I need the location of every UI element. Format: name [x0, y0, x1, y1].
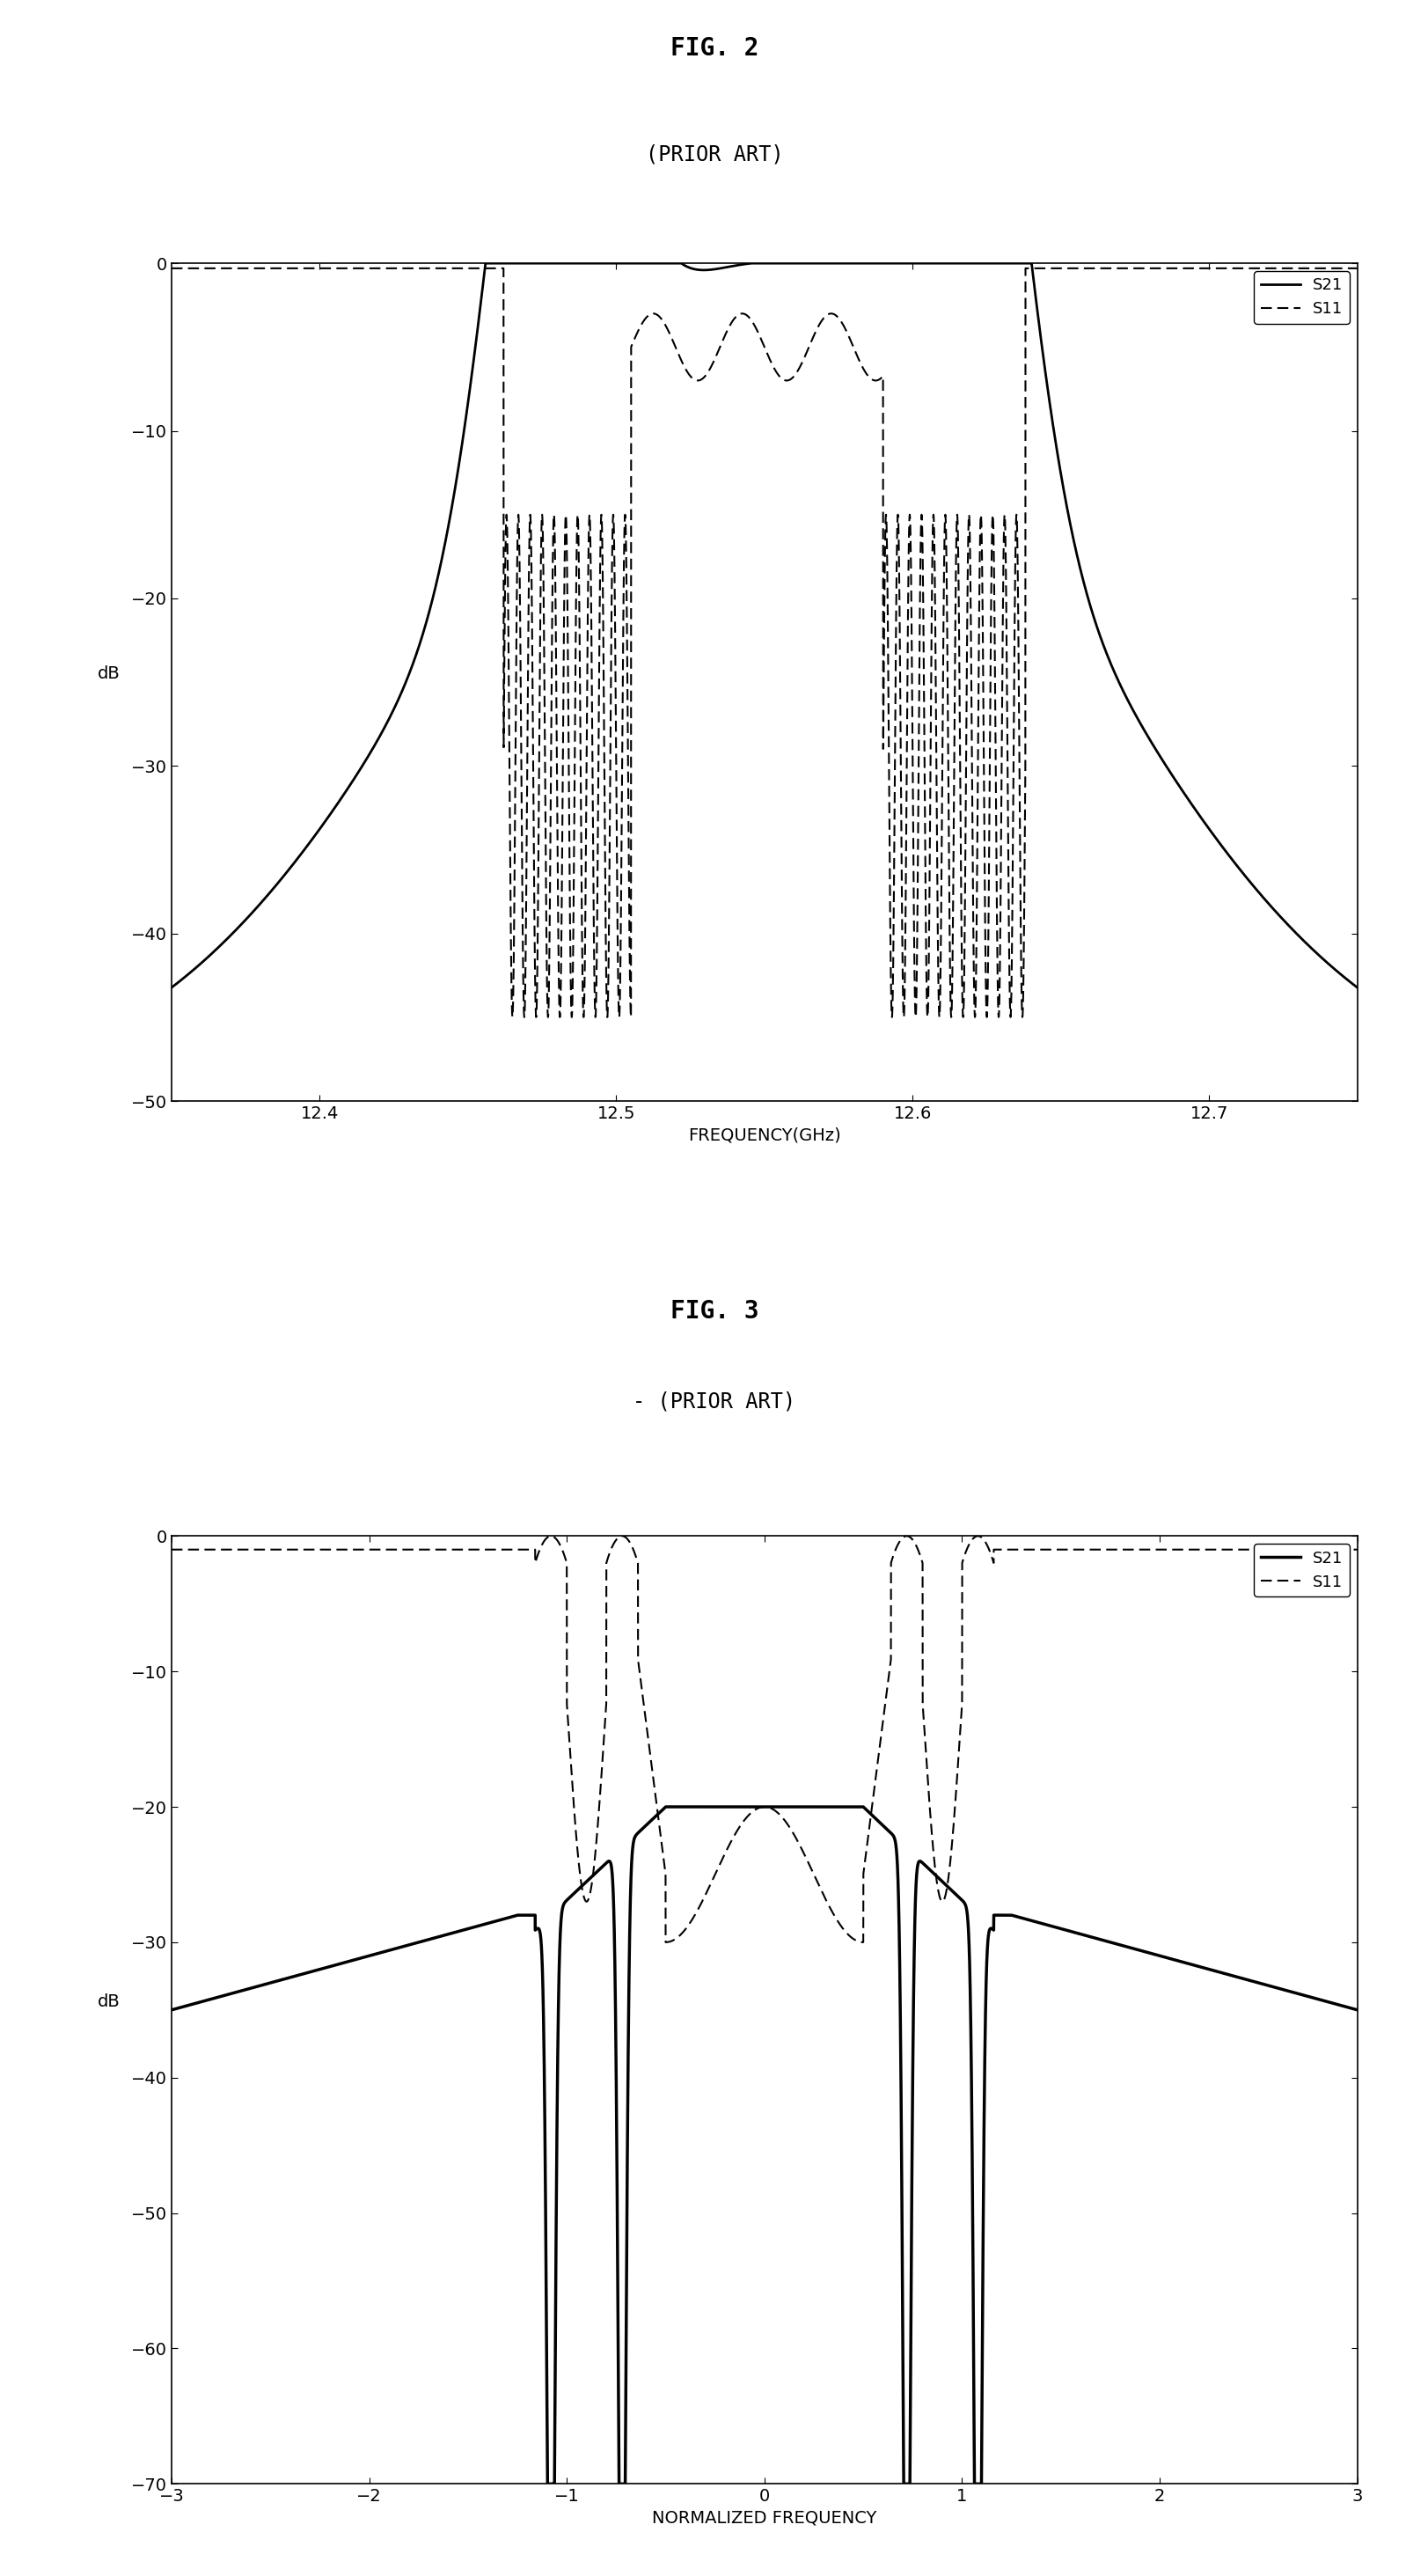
S11 [458, 1535, 476, 1566]
S21 [925, 247, 942, 278]
Line: S21: S21 [171, 263, 1371, 999]
S21 [597, 247, 614, 278]
S11 [543, 1520, 560, 1551]
S21 [880, 1816, 897, 1847]
S11 [504, 1002, 521, 1033]
X-axis label: FREQUENCY(GHz): FREQUENCY(GHz) [688, 1126, 840, 1144]
S21 [724, 1790, 741, 1821]
S11 [223, 252, 240, 283]
S11 [925, 538, 942, 569]
S21 [538, 2468, 555, 2499]
S21 [163, 971, 180, 1002]
S21 [1011, 1901, 1028, 1932]
S11 [1271, 1535, 1288, 1566]
S21 [1271, 1973, 1288, 2004]
Y-axis label: dB: dB [97, 1994, 120, 2009]
S11 [1011, 1535, 1028, 1566]
Y-axis label: dB: dB [97, 665, 120, 683]
S21 [477, 247, 494, 278]
S11 [880, 1659, 897, 1690]
S11 [163, 1535, 180, 1566]
S21 [924, 1857, 941, 1888]
S21 [1362, 984, 1379, 1015]
S11 [1052, 252, 1070, 283]
Line: S11: S11 [171, 268, 1371, 1018]
S11 [1362, 252, 1379, 283]
S11 [163, 252, 180, 283]
Line: S11: S11 [171, 1535, 1357, 1942]
Legend: S21, S11: S21, S11 [1254, 1543, 1348, 1597]
S21 [1052, 464, 1070, 495]
S21 [1117, 680, 1134, 711]
S11 [924, 1832, 941, 1862]
S11 [597, 971, 614, 1002]
S21 [458, 1914, 476, 1945]
Line: S21: S21 [171, 1806, 1357, 2483]
S21 [163, 1994, 180, 2025]
S21 [657, 1790, 674, 1821]
S11 [657, 1927, 674, 1958]
S21 [1348, 1994, 1365, 2025]
S11 [1117, 252, 1134, 283]
S11 [1348, 1535, 1365, 1566]
S21 [873, 247, 890, 278]
S21 [223, 920, 240, 951]
S11 [724, 1824, 741, 1855]
S11 [873, 361, 890, 392]
Legend: S21, S11: S21, S11 [1254, 270, 1348, 325]
X-axis label: NORMALIZED FREQUENCY: NORMALIZED FREQUENCY [651, 2509, 877, 2527]
